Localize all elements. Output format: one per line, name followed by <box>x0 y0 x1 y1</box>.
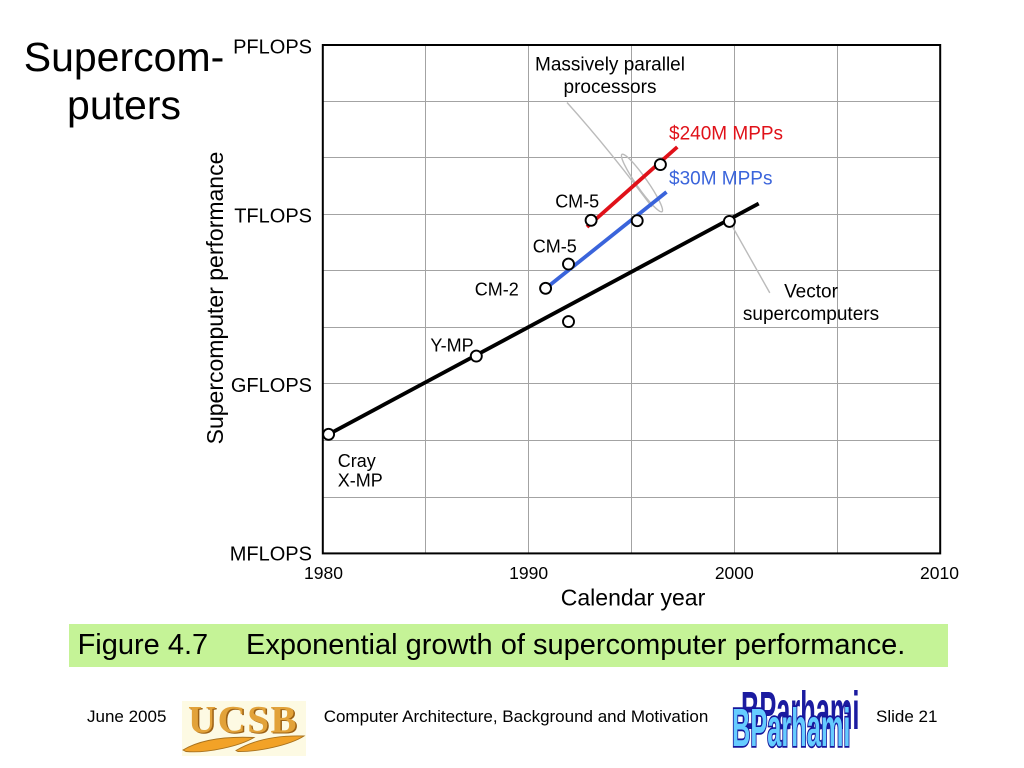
svg-text:GFLOPS: GFLOPS <box>231 375 312 397</box>
svg-text:$240M MPPs: $240M MPPs <box>669 124 783 145</box>
svg-text:1990: 1990 <box>509 563 548 583</box>
svg-text:Vector: Vector <box>784 281 839 302</box>
svg-text:2010: 2010 <box>920 563 959 583</box>
svg-text:X-MP: X-MP <box>338 470 383 490</box>
svg-text:UCSB: UCSB <box>188 701 298 742</box>
svg-text:BParhami: BParhami <box>741 682 859 741</box>
svg-text:CM-2: CM-2 <box>475 280 519 300</box>
svg-text:CM-5: CM-5 <box>533 236 577 256</box>
svg-text:BParhami: BParhami <box>732 697 850 757</box>
svg-text:2000: 2000 <box>715 563 754 583</box>
svg-text:Cray: Cray <box>338 451 376 471</box>
svg-text:CM-5: CM-5 <box>555 191 599 211</box>
svg-text:Y-MP: Y-MP <box>430 336 473 356</box>
svg-text:processors: processors <box>564 77 657 98</box>
svg-text:MFLOPS: MFLOPS <box>230 544 312 566</box>
svg-text:TFLOPS: TFLOPS <box>234 205 312 227</box>
svg-text:1980: 1980 <box>304 563 343 583</box>
svg-text:Supercomputer performance: Supercomputer performance <box>202 152 228 445</box>
svg-text:$30M MPPs: $30M MPPs <box>669 168 772 189</box>
svg-text:supercomputers: supercomputers <box>743 304 879 325</box>
svg-text:Massively parallel: Massively parallel <box>535 54 685 75</box>
svg-text:PFLOPS: PFLOPS <box>233 37 312 59</box>
svg-text:UCSB: UCSB <box>189 701 299 743</box>
svg-text:Calendar year: Calendar year <box>561 584 706 610</box>
